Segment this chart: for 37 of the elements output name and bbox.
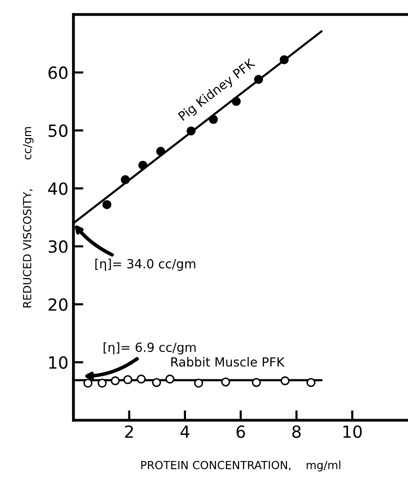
y-tick-label: 10 [49, 356, 68, 369]
y-tick-label: 60 [48, 66, 68, 80]
point [98, 378, 107, 388]
x-tick-label: 8 [292, 425, 301, 438]
annotation: [η]= 6.9 cc/gm [104, 342, 196, 354]
y-tick-label: 20 [48, 298, 68, 311]
point [136, 374, 146, 384]
point [152, 378, 162, 388]
point [280, 376, 290, 386]
point [165, 374, 174, 384]
point [138, 160, 148, 170]
point [120, 175, 130, 184]
x-axis-title: PROTEIN CONCENTRATION, mg/ml [141, 460, 340, 472]
point [221, 377, 230, 386]
annotation: [η]= 34.0 cc/gm [95, 258, 196, 271]
series-label: Rabbit Muscle PFK [171, 357, 285, 367]
y-axis-title: REDUCED VISCOSITY, cc/gm [22, 127, 34, 308]
x-tick-label: 6 [236, 425, 245, 438]
point [83, 378, 92, 388]
point [156, 146, 166, 156]
point [232, 96, 241, 106]
point [110, 376, 120, 386]
point [123, 375, 132, 384]
point [194, 378, 204, 388]
point [186, 126, 196, 136]
point [280, 55, 289, 64]
x-tick-label: 4 [180, 426, 190, 438]
x-tick-label: 10 [343, 425, 362, 438]
point [102, 200, 112, 210]
point [306, 378, 316, 388]
point [254, 74, 264, 84]
y-tick-label: 50 [48, 124, 68, 137]
x-tick-label: 2 [125, 425, 133, 438]
point [252, 378, 261, 388]
y-tick-label: 30 [48, 240, 68, 253]
y-tick-label: 40 [48, 182, 68, 195]
point [208, 114, 218, 124]
